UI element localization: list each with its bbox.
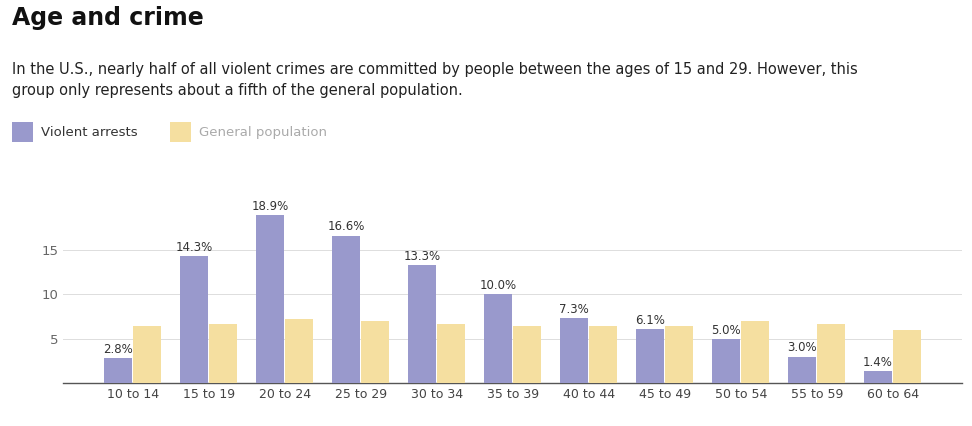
Text: 3.0%: 3.0%: [787, 342, 816, 354]
Bar: [209, 324, 237, 383]
Bar: [256, 215, 284, 383]
Text: 1.4%: 1.4%: [863, 356, 893, 368]
Text: Violent arrests: Violent arrests: [41, 126, 137, 138]
Bar: [513, 325, 541, 383]
Text: Age and crime: Age and crime: [12, 6, 203, 30]
Text: 7.3%: 7.3%: [559, 303, 589, 316]
Text: General population: General population: [199, 126, 328, 138]
Bar: [665, 325, 693, 383]
Text: 16.6%: 16.6%: [328, 220, 364, 233]
Bar: [560, 318, 588, 383]
Bar: [133, 325, 161, 383]
Bar: [817, 324, 846, 383]
Text: 13.3%: 13.3%: [403, 250, 440, 263]
Bar: [788, 357, 816, 383]
Bar: [332, 236, 361, 383]
Bar: [864, 371, 892, 383]
Bar: [636, 329, 664, 383]
Bar: [180, 256, 208, 383]
Text: 5.0%: 5.0%: [712, 324, 741, 337]
Bar: [589, 325, 617, 383]
Bar: [437, 324, 466, 383]
Bar: [893, 330, 921, 383]
Bar: [484, 294, 512, 383]
Bar: [742, 321, 770, 383]
Bar: [286, 319, 313, 383]
Bar: [104, 358, 132, 383]
Bar: [712, 339, 740, 383]
Bar: [408, 265, 436, 383]
Bar: [362, 321, 390, 383]
Text: 14.3%: 14.3%: [176, 241, 213, 254]
Text: 18.9%: 18.9%: [252, 200, 289, 213]
Text: 6.1%: 6.1%: [635, 314, 665, 327]
Text: 2.8%: 2.8%: [103, 343, 133, 356]
Text: In the U.S., nearly half of all violent crimes are committed by people between t: In the U.S., nearly half of all violent …: [12, 62, 857, 98]
Text: 10.0%: 10.0%: [479, 279, 517, 292]
